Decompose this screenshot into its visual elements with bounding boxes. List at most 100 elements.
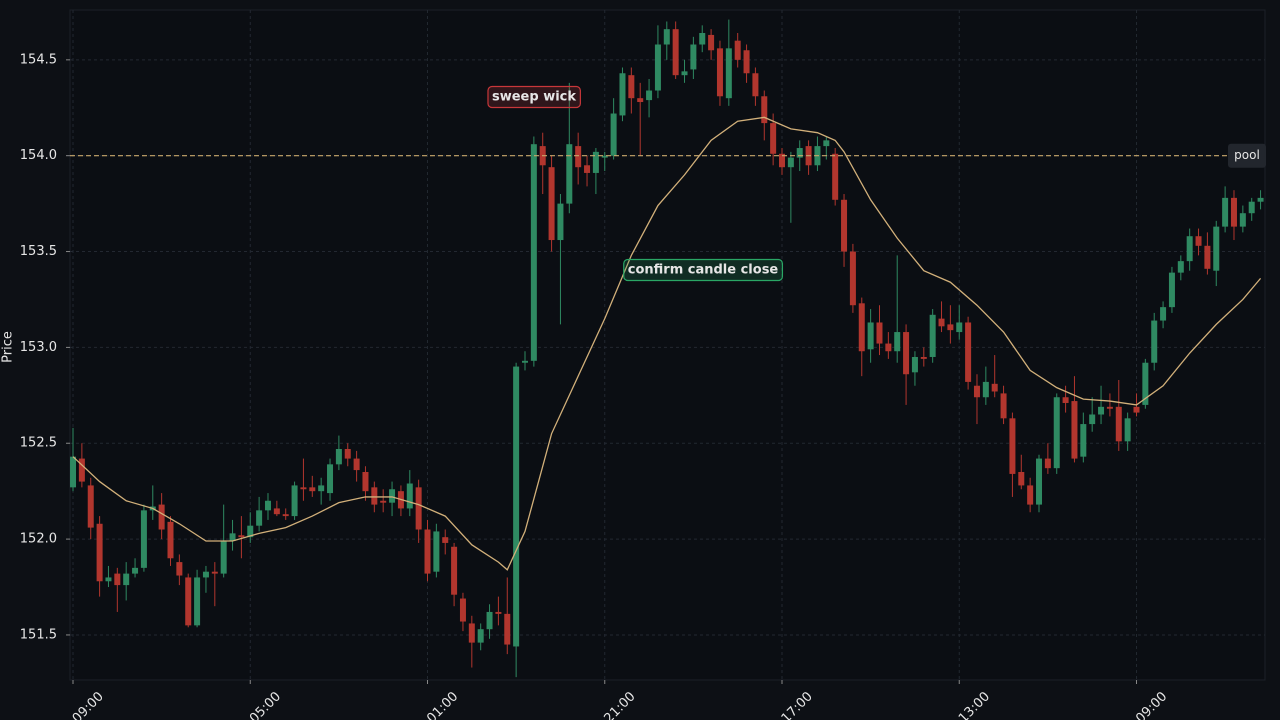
candle-body	[513, 366, 520, 647]
candle-body	[1204, 245, 1211, 269]
candle-body	[1186, 236, 1193, 262]
candle-body	[982, 381, 989, 398]
candle-body	[194, 577, 201, 626]
y-tick-label: 154.0	[20, 148, 57, 163]
candle-body	[637, 98, 644, 103]
candle-body	[841, 199, 848, 252]
candle-body	[1222, 197, 1229, 227]
candle-body	[185, 577, 192, 626]
candle-body	[973, 385, 980, 398]
candle-body	[1142, 362, 1149, 405]
y-tick-label: 153.0	[20, 340, 57, 355]
candle-body	[725, 48, 732, 99]
candle-body	[256, 510, 263, 526]
candle-body	[1248, 201, 1255, 214]
candle-body	[309, 487, 316, 492]
candle-body	[1115, 406, 1122, 442]
candle-body	[1195, 236, 1202, 246]
candle-body	[1160, 307, 1167, 321]
candle-body	[220, 541, 227, 574]
candle-body	[619, 73, 626, 116]
candle-body	[672, 29, 679, 76]
candle-body	[176, 562, 183, 576]
candle-body	[752, 73, 759, 97]
candle-body	[211, 571, 218, 574]
candle-body	[495, 611, 502, 614]
annotation-box	[487, 85, 581, 109]
candle-body	[291, 485, 298, 517]
candle-body	[264, 500, 271, 511]
candle-body	[929, 314, 936, 357]
candle-body	[451, 546, 458, 595]
candle-body	[1009, 418, 1016, 474]
candle-body	[1230, 197, 1237, 227]
candle-body	[991, 383, 998, 392]
candle-body	[1151, 320, 1158, 363]
candle-body	[459, 598, 466, 622]
candle-body	[734, 40, 741, 60]
candle-body	[858, 303, 865, 352]
candle-body	[1098, 406, 1105, 415]
candle-body	[1239, 213, 1246, 227]
candle-body	[123, 573, 130, 586]
candle-body	[716, 48, 723, 97]
candle-body	[504, 613, 511, 645]
candle-body	[1080, 424, 1087, 457]
candle-body	[96, 523, 103, 582]
candle-body	[770, 123, 777, 154]
candle-body	[158, 504, 165, 530]
candle-body	[521, 360, 528, 363]
candle-body	[584, 165, 591, 173]
candle-body	[956, 322, 963, 333]
candle-body	[344, 448, 351, 459]
candle-body	[1106, 406, 1113, 409]
candle-body	[530, 144, 537, 361]
candle-body	[1053, 397, 1060, 469]
pool-label-bg	[1228, 143, 1266, 168]
annotation-box	[623, 258, 784, 282]
candle-body	[894, 332, 901, 352]
candle-body	[646, 90, 653, 101]
candle-body	[114, 573, 121, 586]
candle-body	[424, 529, 431, 574]
candle-body	[78, 458, 85, 482]
candle-body	[1257, 197, 1264, 202]
candle-body	[885, 343, 892, 352]
candle-body	[965, 322, 972, 382]
candle-body	[832, 153, 839, 200]
candle-body	[442, 537, 449, 543]
plot-area	[69, 9, 1266, 681]
candle-body	[486, 611, 493, 630]
candle-body	[823, 140, 830, 147]
y-tick-label: 154.5	[20, 52, 57, 67]
candle-body	[690, 44, 697, 70]
candle-body	[132, 567, 139, 574]
candle-body	[406, 483, 413, 509]
candle-body	[849, 251, 856, 306]
candle-body	[70, 456, 77, 488]
candle-body	[743, 50, 750, 74]
candle-body	[229, 533, 236, 542]
y-tick-label: 151.5	[20, 627, 57, 642]
candle-body	[610, 113, 617, 156]
candle-body	[273, 508, 280, 515]
candle-body	[911, 356, 918, 373]
candle-body	[779, 153, 786, 168]
candle-body	[468, 623, 475, 643]
candle-body	[1168, 272, 1175, 308]
candle-body	[1177, 261, 1184, 273]
candle-body	[903, 332, 910, 375]
candle-body	[415, 487, 422, 530]
candle-body	[1027, 485, 1034, 505]
candle-body	[1018, 472, 1025, 486]
y-tick-label: 152.0	[20, 532, 57, 547]
annotation: confirm candle close	[623, 258, 784, 282]
candle-body	[566, 144, 573, 204]
annotation: sweep wick	[487, 85, 581, 109]
candle-body	[380, 500, 387, 503]
candle-body	[1124, 418, 1131, 442]
candle-body	[938, 318, 945, 327]
candle-body	[681, 71, 688, 76]
candle-body	[335, 448, 342, 465]
